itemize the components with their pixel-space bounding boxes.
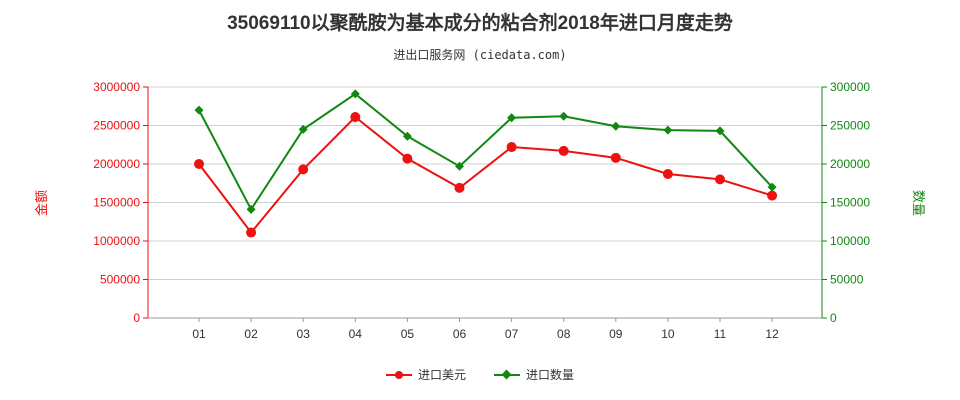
- x-tick-label: 12: [765, 327, 779, 341]
- data-point-quantity: [663, 125, 673, 135]
- left-axis-label: 金额: [34, 190, 49, 216]
- data-point-amount: [246, 227, 257, 238]
- series-line-amount: [198, 115, 773, 235]
- x-tick-label: 05: [401, 327, 415, 341]
- right-tick-label: 150000: [830, 196, 870, 210]
- data-point-quantity: [455, 161, 464, 171]
- data-point-amount: [715, 174, 725, 185]
- right-tick-label: 50000: [830, 273, 864, 287]
- right-tick-label: 250000: [830, 119, 870, 133]
- data-point-amount: [767, 190, 778, 201]
- left-tick-label: 1000000: [93, 234, 140, 248]
- x-tick-label: 09: [609, 327, 623, 341]
- data-point-amount: [402, 153, 413, 164]
- data-point-quantity: [350, 89, 360, 99]
- data-point-amount: [610, 152, 621, 163]
- left-tick-label: 0: [133, 311, 140, 325]
- x-tick-label: 04: [349, 327, 363, 341]
- x-tick-label: 10: [661, 327, 675, 341]
- data-point-quantity: [507, 113, 517, 123]
- data-point-quantity: [559, 111, 569, 121]
- data-point-amount: [506, 142, 517, 153]
- data-point-amount: [454, 182, 465, 193]
- data-point-quantity: [298, 124, 308, 134]
- right-tick-label: 200000: [830, 157, 870, 171]
- chart-title: 35069110以聚酰胺为基本成分的粘合剂2018年进口月度走势: [227, 13, 733, 34]
- x-tick-label: 03: [297, 327, 311, 341]
- right-axis-label: 数量: [911, 190, 926, 216]
- data-point-quantity: [767, 182, 777, 192]
- data-point-quantity: [402, 131, 412, 141]
- x-tick-label: 06: [453, 327, 467, 341]
- x-tick-label: 08: [557, 327, 571, 341]
- series-line-quantity: [198, 92, 773, 212]
- data-point-quantity: [611, 121, 621, 131]
- data-point-quantity: [715, 126, 725, 136]
- legend-swatch-amount: [385, 369, 412, 381]
- x-tick-label: 11: [714, 327, 727, 341]
- legend-item-quantity[interactable]: 进口数量: [494, 366, 574, 383]
- legend-label-quantity: 进口数量: [526, 368, 575, 382]
- legend: 进口美元 进口数量: [0, 366, 960, 383]
- right-tick-label: 0: [830, 311, 837, 325]
- legend-item-amount[interactable]: 进口美元: [385, 366, 466, 383]
- data-point-quantity: [194, 105, 204, 115]
- legend-label-amount: 进口美元: [417, 368, 466, 382]
- left-tick-label: 3000000: [93, 80, 140, 94]
- right-tick-label: 300000: [830, 80, 870, 94]
- data-point-quantity: [246, 204, 256, 214]
- right-tick-label: 100000: [830, 234, 870, 248]
- data-point-amount: [298, 164, 309, 175]
- left-tick-label: 1500000: [93, 196, 140, 210]
- chart-subtitle: 进出口服务网 (ciedata.com): [393, 48, 567, 62]
- x-tick-label: 02: [244, 327, 258, 341]
- data-point-amount: [558, 145, 569, 156]
- x-tick-label: 01: [192, 327, 206, 341]
- legend-swatch-quantity: [494, 369, 520, 381]
- x-tick-label: 07: [505, 327, 519, 341]
- left-tick-label: 2000000: [93, 157, 140, 171]
- data-point-amount: [350, 112, 361, 123]
- left-tick-label: 500000: [100, 273, 140, 287]
- left-tick-label: 2500000: [93, 119, 140, 133]
- data-point-amount: [662, 169, 673, 180]
- data-point-amount: [194, 159, 204, 169]
